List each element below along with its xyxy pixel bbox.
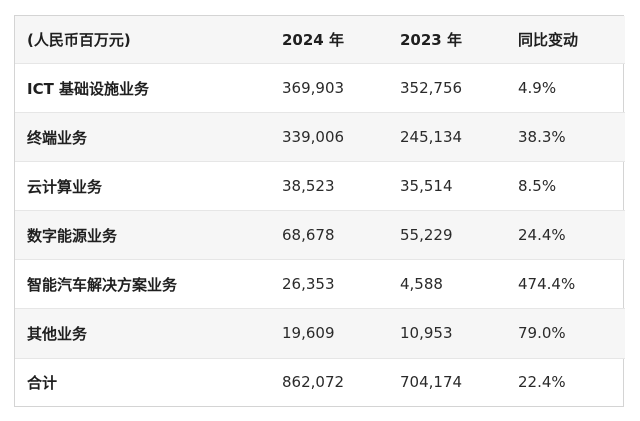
row-segment-name: 合计 <box>27 373 58 392</box>
table-total-row: 合计 862,072 704,174 22.4% <box>15 358 625 406</box>
row-yoy-change: 24.4% <box>506 210 625 261</box>
row-segment-name: ICT 基础设施业务 <box>15 63 270 114</box>
row-value-2024: 68,678 <box>270 210 388 261</box>
table-row: 终端业务 339,006 245,134 38.3% <box>15 112 625 163</box>
table-row: 其他业务 19,609 10,953 79.0% <box>15 308 625 359</box>
row-yoy-change: 8.5% <box>506 161 625 212</box>
row-value-2023: 352,756 <box>388 63 506 114</box>
row-value-2024: 38,523 <box>270 161 388 212</box>
table-row: ICT 基础设施业务 369,903 352,756 4.9% <box>15 63 625 114</box>
row-segment-name: 其他业务 <box>15 308 270 359</box>
table-row: 云计算业务 38,523 35,514 8.5% <box>15 161 625 212</box>
table-row: 智能汽车解决方案业务 26,353 4,588 474.4% <box>15 259 625 310</box>
row-value-2023: 10,953 <box>388 308 506 359</box>
row-yoy-change: 38.3% <box>506 112 625 163</box>
header-yoy-change: 同比变动 <box>506 16 625 65</box>
row-yoy-change: 4.9% <box>506 63 625 114</box>
row-value-2024: 339,006 <box>270 112 388 163</box>
row-yoy-change: 79.0% <box>506 308 625 359</box>
row-segment-name: 终端业务 <box>15 112 270 163</box>
row-value-2024: 19,609 <box>270 308 388 359</box>
row-segment-name: 智能汽车解决方案业务 <box>15 259 270 310</box>
header-2023: 2023 年 <box>388 16 506 65</box>
row-value-2023: 704,174 <box>400 373 463 392</box>
header-2024: 2024 年 <box>270 16 388 65</box>
row-value-2023: 245,134 <box>388 112 506 163</box>
row-value-2024: 369,903 <box>270 63 388 114</box>
revenue-table-frame: (人民币百万元) 2024 年 2023 年 同比变动 ICT 基础设施业务 3… <box>14 15 625 407</box>
header-unit: (人民币百万元) <box>15 16 270 65</box>
row-value-2023: 55,229 <box>388 210 506 261</box>
table-header-row: (人民币百万元) 2024 年 2023 年 同比变动 <box>15 16 625 65</box>
row-value-2023: 4,588 <box>388 259 506 310</box>
row-value-2024: 26,353 <box>270 259 388 310</box>
revenue-table: (人民币百万元) 2024 年 2023 年 同比变动 ICT 基础设施业务 3… <box>15 16 625 406</box>
row-segment-name: 数字能源业务 <box>15 210 270 261</box>
table-row: 数字能源业务 68,678 55,229 24.4% <box>15 210 625 261</box>
row-yoy-change: 22.4% <box>518 373 566 392</box>
row-segment-name: 云计算业务 <box>15 161 270 212</box>
row-yoy-change: 474.4% <box>506 259 625 310</box>
row-value-2024: 862,072 <box>282 373 345 392</box>
row-value-2023: 35,514 <box>388 161 506 212</box>
